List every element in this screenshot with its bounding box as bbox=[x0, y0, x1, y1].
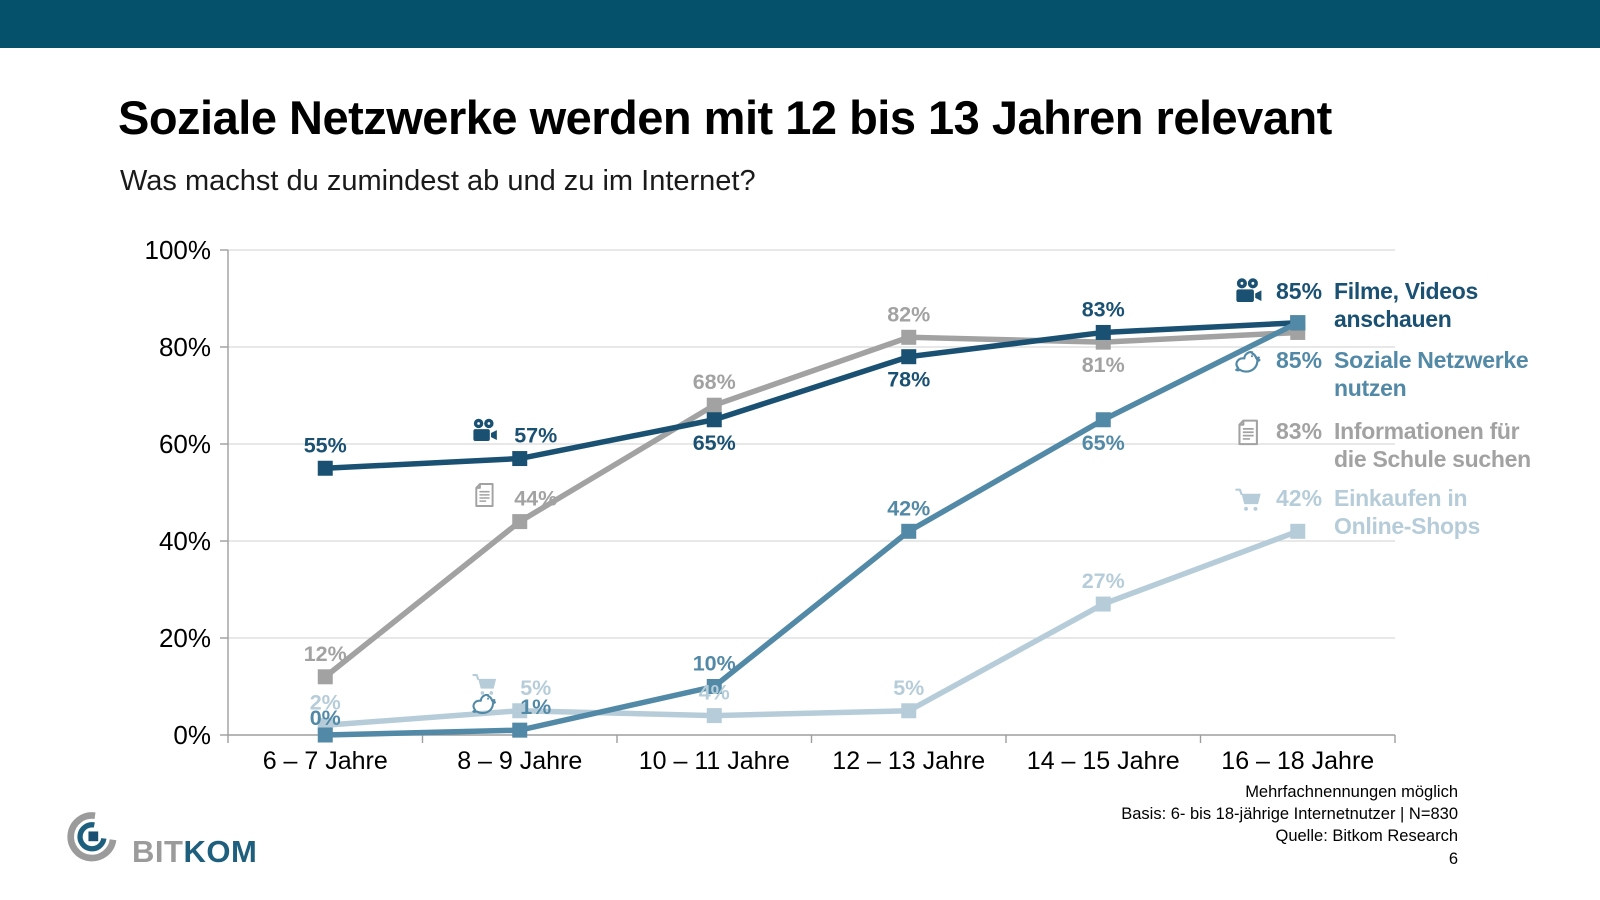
data-point-marker-soziale-netzwerke bbox=[512, 722, 528, 738]
x-axis-category-label: 12 – 13 Jahre bbox=[832, 747, 985, 775]
point-label-einkaufen-online-shops: 4% bbox=[699, 681, 730, 705]
legend-value: 85% bbox=[1276, 347, 1323, 373]
y-axis-tick-label: 40% bbox=[159, 526, 211, 556]
point-label-einkaufen-online-shops: 2% bbox=[310, 690, 341, 714]
data-point-marker-filme-videos bbox=[901, 349, 917, 365]
bird-icon bbox=[1233, 346, 1264, 377]
data-point-marker-soziale-netzwerke bbox=[317, 727, 333, 743]
y-axis-tick-label: 60% bbox=[159, 429, 211, 459]
document-icon bbox=[475, 482, 494, 507]
data-point-marker-informationen-schule bbox=[706, 397, 722, 413]
y-axis-tick-label: 80% bbox=[159, 332, 211, 362]
point-label-soziale-netzwerke: 42% bbox=[887, 496, 930, 520]
shopping-cart-icon bbox=[1233, 484, 1264, 515]
footnotes: Mehrfachnennungen möglich Basis: 6- bis … bbox=[1121, 781, 1458, 870]
legend-item-informationen-schule: 83% Informationen für die Schule suchen bbox=[1233, 417, 1531, 473]
data-point-marker-soziale-netzwerke bbox=[1290, 315, 1306, 331]
logo-text: BITKOM bbox=[132, 836, 257, 874]
x-axis-category-label: 16 – 18 Jahre bbox=[1221, 747, 1374, 775]
y-axis-tick-label: 0% bbox=[173, 720, 211, 750]
legend-item-filme-videos: 85% Filme, Videos anschauen bbox=[1233, 277, 1478, 333]
footnote-line: Quelle: Bitkom Research bbox=[1275, 827, 1459, 845]
logo-text-bit: BIT bbox=[132, 834, 184, 869]
point-label-filme-videos: 57% bbox=[514, 424, 557, 448]
data-point-marker-filme-videos bbox=[317, 460, 333, 476]
point-label-soziale-netzwerke: 1% bbox=[520, 695, 551, 719]
data-point-marker-filme-videos bbox=[1095, 324, 1111, 340]
page-number: 6 bbox=[1448, 850, 1458, 868]
legend-label: Filme, Videos anschauen bbox=[1334, 278, 1478, 332]
cart-icon bbox=[472, 674, 498, 696]
point-label-filme-videos: 65% bbox=[693, 431, 736, 455]
x-axis-category-label: 8 – 9 Jahre bbox=[457, 747, 582, 775]
y-axis-tick-label: 100% bbox=[145, 235, 212, 265]
legend-value: 42% bbox=[1276, 485, 1323, 511]
series-line-filme-videos bbox=[325, 320, 1298, 471]
data-point-marker-informationen-schule bbox=[317, 669, 333, 685]
point-label-soziale-netzwerke: 65% bbox=[1082, 431, 1125, 455]
legend-label: Soziale Netzwerke nutzen bbox=[1334, 347, 1529, 401]
legend-item-soziale-netzwerke: 85% Soziale Netzwerke nutzen bbox=[1233, 346, 1529, 402]
data-point-marker-informationen-schule bbox=[901, 329, 917, 345]
bitkom-logo-mark bbox=[67, 812, 117, 862]
legend-value: 83% bbox=[1276, 418, 1323, 444]
video-camera-icon bbox=[473, 418, 497, 441]
point-label-einkaufen-online-shops: 27% bbox=[1082, 569, 1125, 593]
point-label-filme-videos: 55% bbox=[304, 433, 347, 457]
top-accent-bar bbox=[0, 0, 1600, 48]
footnote-line: Basis: 6- bis 18-jährige Internetnutzer … bbox=[1121, 805, 1458, 823]
data-point-marker-einkaufen-online-shops bbox=[706, 708, 722, 724]
legend-value: 85% bbox=[1276, 278, 1323, 304]
data-point-marker-soziale-netzwerke bbox=[1095, 412, 1111, 428]
data-point-marker-einkaufen-online-shops bbox=[1095, 596, 1111, 612]
point-label-informationen-schule: 81% bbox=[1082, 353, 1125, 377]
data-point-marker-einkaufen-online-shops bbox=[512, 703, 528, 719]
data-point-marker-einkaufen-online-shops bbox=[1290, 523, 1306, 539]
bitkom-logo: BITKOM bbox=[60, 796, 257, 874]
x-axis-category-label: 10 – 11 Jahre bbox=[639, 747, 790, 775]
point-label-einkaufen-online-shops: 5% bbox=[520, 676, 551, 700]
data-point-marker-soziale-netzwerke bbox=[901, 523, 917, 539]
point-label-informationen-schule: 68% bbox=[693, 370, 736, 394]
x-axis-category-label: 14 – 15 Jahre bbox=[1027, 747, 1180, 775]
point-label-einkaufen-online-shops: 5% bbox=[893, 676, 924, 700]
logo-text-kom: KOM bbox=[183, 834, 258, 869]
point-label-soziale-netzwerke: 0% bbox=[310, 706, 341, 730]
x-axis-category-label: 6 – 7 Jahre bbox=[263, 747, 388, 775]
point-label-informationen-schule: 44% bbox=[514, 487, 557, 511]
data-point-marker-filme-videos bbox=[706, 412, 722, 428]
data-point-marker-soziale-netzwerke bbox=[706, 679, 722, 694]
y-axis-tick-label: 20% bbox=[159, 623, 211, 653]
slide-subtitle: Was machst du zumindest ab und zu im Int… bbox=[120, 165, 756, 197]
data-point-marker-filme-videos bbox=[512, 451, 528, 467]
document-icon bbox=[1233, 417, 1264, 448]
point-label-filme-videos: 83% bbox=[1082, 297, 1125, 321]
legend-item-einkaufen-online-shops: 42% Einkaufen in Online-Shops bbox=[1233, 484, 1480, 540]
legend-label: Informationen für die Schule suchen bbox=[1334, 418, 1531, 472]
footnote-line: Mehrfachnennungen möglich bbox=[1245, 783, 1458, 801]
data-point-marker-einkaufen-online-shops bbox=[901, 703, 917, 719]
data-point-marker-informationen-schule bbox=[512, 514, 528, 530]
point-label-informationen-schule: 82% bbox=[887, 302, 930, 326]
point-label-informationen-schule: 12% bbox=[304, 642, 347, 666]
point-label-filme-videos: 78% bbox=[887, 368, 930, 392]
series-line-informationen-schule bbox=[323, 329, 1298, 679]
series-line-soziale-netzwerke bbox=[325, 320, 1299, 738]
video-camera-icon bbox=[1233, 277, 1264, 308]
slide-title: Soziale Netzwerke werden mit 12 bis 13 J… bbox=[118, 91, 1332, 144]
point-label-soziale-netzwerke: 10% bbox=[693, 652, 736, 676]
legend-label: Einkaufen in Online-Shops bbox=[1334, 485, 1480, 539]
